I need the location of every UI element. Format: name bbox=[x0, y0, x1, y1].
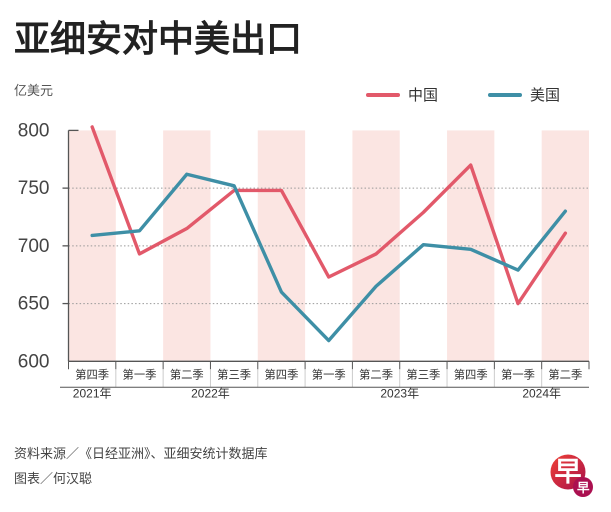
svg-text:2022年: 2022年 bbox=[191, 386, 230, 400]
svg-text:第三季: 第三季 bbox=[217, 367, 251, 381]
svg-text:第一季: 第一季 bbox=[501, 367, 535, 381]
svg-text:2021年: 2021年 bbox=[73, 386, 112, 400]
svg-text:第二季: 第二季 bbox=[359, 367, 393, 381]
svg-text:600: 600 bbox=[18, 351, 50, 372]
svg-text:800: 800 bbox=[18, 120, 50, 141]
svg-text:早: 早 bbox=[577, 481, 590, 495]
svg-text:第四季: 第四季 bbox=[264, 367, 298, 381]
svg-text:2023年: 2023年 bbox=[380, 386, 419, 400]
svg-text:750: 750 bbox=[18, 178, 50, 199]
svg-text:第四季: 第四季 bbox=[75, 367, 109, 381]
svg-text:700: 700 bbox=[18, 236, 50, 257]
svg-text:第一季: 第一季 bbox=[123, 367, 157, 381]
svg-text:第一季: 第一季 bbox=[312, 367, 346, 381]
svg-text:650: 650 bbox=[18, 294, 50, 315]
svg-text:第三季: 第三季 bbox=[406, 367, 440, 381]
svg-text:第二季: 第二季 bbox=[548, 367, 582, 381]
svg-text:第二季: 第二季 bbox=[170, 367, 204, 381]
svg-text:2024年: 2024年 bbox=[522, 386, 561, 400]
svg-text:第四季: 第四季 bbox=[454, 367, 488, 381]
